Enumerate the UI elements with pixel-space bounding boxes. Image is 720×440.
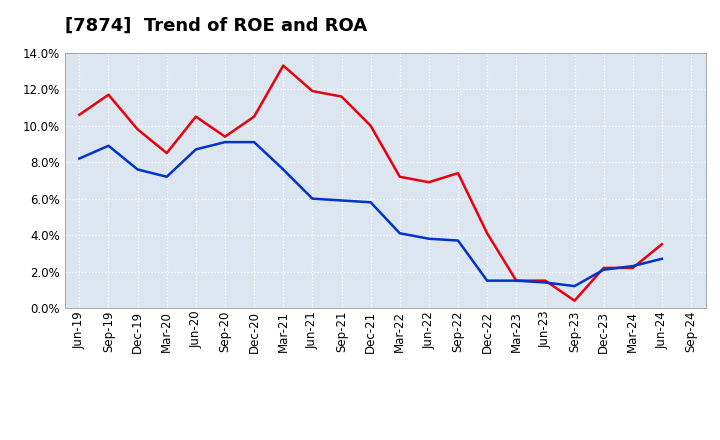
ROE xyxy=(337,94,346,99)
ROA xyxy=(657,256,666,261)
ROE xyxy=(279,63,287,68)
ROA xyxy=(629,264,637,269)
ROE xyxy=(250,114,258,119)
ROE xyxy=(570,298,579,303)
Line: ROE: ROE xyxy=(79,66,662,301)
ROA xyxy=(104,143,113,148)
ROE xyxy=(454,170,462,176)
ROE xyxy=(512,278,521,283)
ROE xyxy=(163,150,171,156)
ROA xyxy=(279,167,287,172)
ROA xyxy=(220,139,229,145)
ROA xyxy=(337,198,346,203)
ROA xyxy=(250,139,258,145)
ROE xyxy=(104,92,113,97)
ROA xyxy=(570,283,579,289)
ROA xyxy=(133,167,142,172)
ROA xyxy=(425,236,433,242)
ROE xyxy=(599,265,608,271)
ROA xyxy=(599,267,608,272)
ROA xyxy=(366,200,375,205)
Text: [7874]  Trend of ROE and ROA: [7874] Trend of ROE and ROA xyxy=(65,17,367,35)
ROE xyxy=(395,174,404,180)
ROA xyxy=(483,278,492,283)
Line: ROA: ROA xyxy=(79,142,662,286)
ROA xyxy=(395,231,404,236)
ROA xyxy=(75,156,84,161)
ROE xyxy=(75,112,84,117)
ROA xyxy=(512,278,521,283)
ROA xyxy=(454,238,462,243)
ROA xyxy=(308,196,317,201)
ROE xyxy=(425,180,433,185)
ROE xyxy=(483,231,492,236)
ROA xyxy=(163,174,171,180)
ROE xyxy=(192,114,200,119)
ROE xyxy=(308,88,317,94)
ROA xyxy=(192,147,200,152)
ROE xyxy=(366,123,375,128)
ROA xyxy=(541,280,550,285)
ROE xyxy=(220,134,229,139)
ROE xyxy=(541,278,550,283)
ROE xyxy=(133,127,142,132)
ROE xyxy=(657,242,666,247)
ROE xyxy=(629,265,637,271)
